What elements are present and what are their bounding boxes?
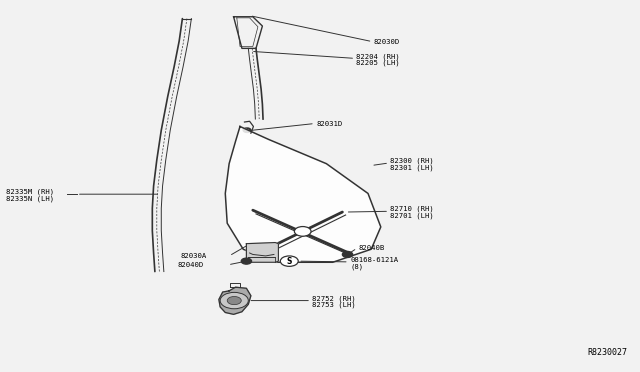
Text: 82701 (LH): 82701 (LH) [390,212,434,219]
Text: 82030A: 82030A [180,253,207,259]
Text: 82335M (RH): 82335M (RH) [6,189,54,195]
Circle shape [342,251,353,257]
Text: 82301 (LH): 82301 (LH) [390,164,434,171]
Text: 82204 (RH): 82204 (RH) [356,53,400,60]
Text: 82030D: 82030D [374,39,400,45]
Polygon shape [219,287,251,314]
Polygon shape [246,243,278,262]
Text: 82335N (LH): 82335N (LH) [6,195,54,202]
Text: 82300 (RH): 82300 (RH) [390,157,434,164]
Text: 82040B: 82040B [358,245,385,251]
Circle shape [241,258,252,264]
Circle shape [294,227,311,236]
Circle shape [220,292,248,309]
Text: R8230027: R8230027 [588,348,627,357]
Text: 82031D: 82031D [316,121,342,126]
Circle shape [243,128,251,132]
Text: 82753 (LH): 82753 (LH) [312,302,356,308]
Text: 82752 (RH): 82752 (RH) [312,295,356,302]
Text: (8): (8) [350,263,364,270]
Text: 08168-6121A: 08168-6121A [350,257,398,263]
Polygon shape [225,126,381,262]
Circle shape [227,296,241,305]
Text: 82710 (RH): 82710 (RH) [390,206,434,212]
Text: 82040D: 82040D [178,262,204,268]
Text: S: S [287,257,292,266]
Text: 82205 (LH): 82205 (LH) [356,60,400,67]
Circle shape [280,256,298,266]
